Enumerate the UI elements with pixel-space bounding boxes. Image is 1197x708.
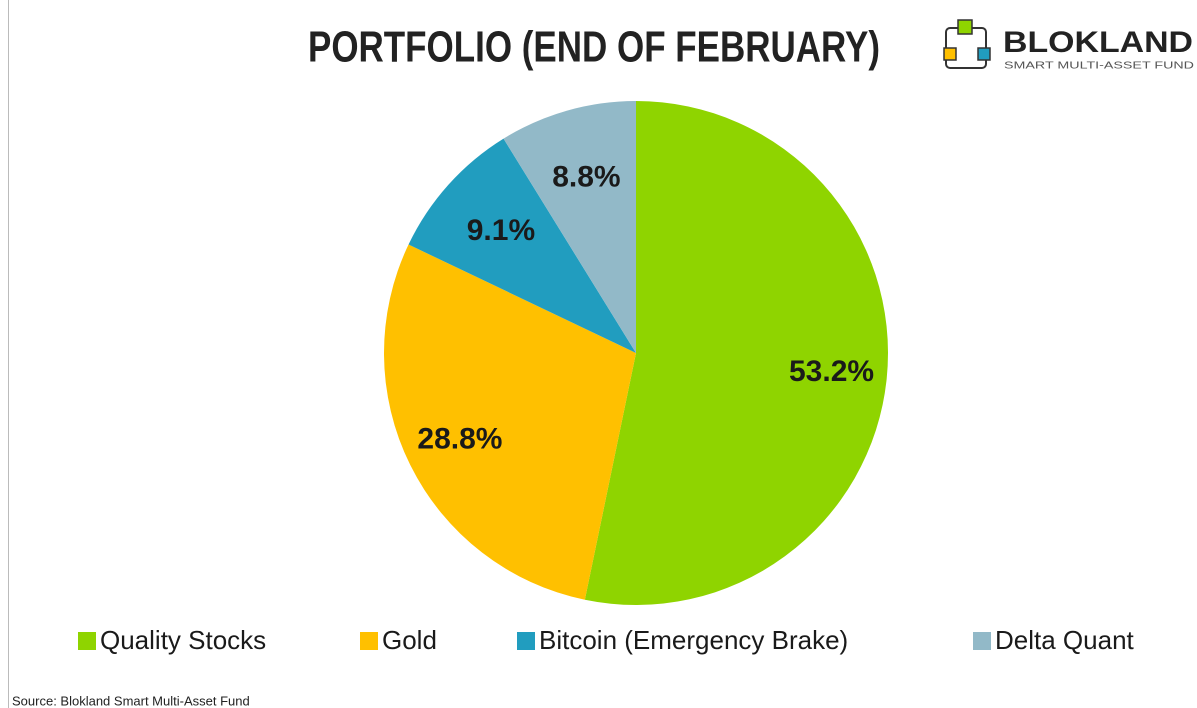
logo-icon [943, 19, 991, 69]
brand-name: BLOKLAND [1003, 26, 1193, 59]
legend-swatch [517, 632, 535, 650]
pie-slice [503, 101, 636, 353]
pie-slice [584, 101, 888, 605]
source-note: Source: Blokland Smart Multi-Asset Fund [12, 693, 250, 708]
legend-swatch [973, 632, 991, 650]
legend-swatch [360, 632, 378, 650]
legend-label: Gold [382, 625, 437, 655]
legend-label: Quality Stocks [100, 625, 266, 655]
data-label: 28.8% [417, 422, 502, 455]
data-label: 8.8% [552, 160, 620, 193]
legend-label: Delta Quant [995, 625, 1135, 655]
chart-title: PORTFOLIO (END OF FEBRUARY) [308, 23, 880, 72]
pie-slice [383, 244, 636, 600]
brand-tagline: SMART MULTI-ASSET FUND [1004, 61, 1194, 72]
data-label: 53.2% [789, 355, 874, 388]
data-label: 9.1% [467, 214, 535, 247]
legend-label: Bitcoin (Emergency Brake) [539, 625, 848, 655]
legend-swatch [78, 632, 96, 650]
pie-slice [408, 138, 636, 353]
